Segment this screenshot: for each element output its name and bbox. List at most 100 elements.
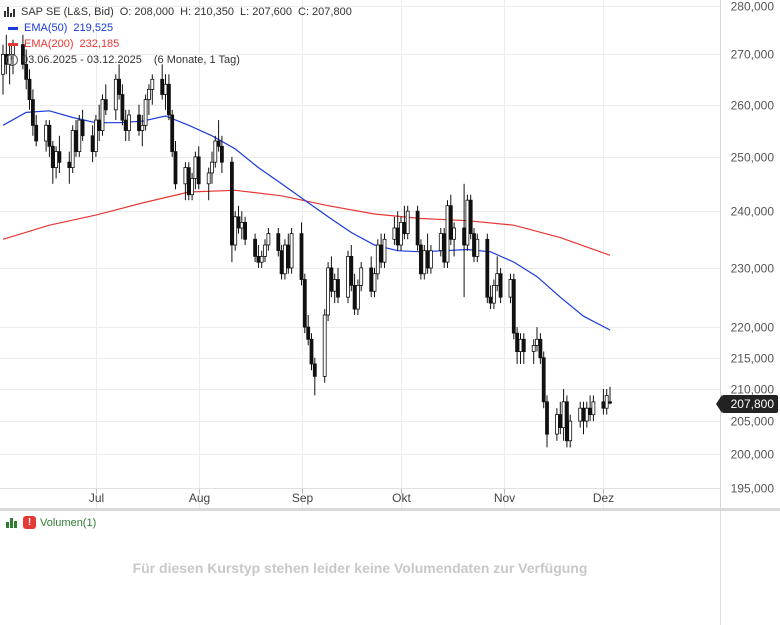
candle[interactable] <box>475 233 480 263</box>
candle[interactable] <box>206 167 211 201</box>
candle[interactable] <box>77 115 82 157</box>
candle[interactable] <box>160 64 165 100</box>
candle[interactable] <box>438 228 443 257</box>
candle[interactable] <box>299 222 304 286</box>
legend-ema200-row[interactable]: EMA(200) 232,185 <box>4 36 352 52</box>
candle[interactable] <box>495 256 500 292</box>
candle[interactable] <box>74 120 78 157</box>
candle[interactable] <box>608 386 612 405</box>
candle[interactable] <box>190 173 195 201</box>
candle[interactable] <box>422 245 427 280</box>
candle[interactable] <box>47 120 52 157</box>
candle[interactable] <box>531 339 536 364</box>
candle[interactable] <box>239 211 244 240</box>
candle[interactable] <box>229 156 234 263</box>
candle[interactable] <box>30 89 35 136</box>
candle[interactable] <box>382 233 387 268</box>
candle[interactable] <box>468 194 473 240</box>
candle[interactable] <box>282 239 287 280</box>
candle[interactable] <box>263 239 267 263</box>
candle[interactable] <box>405 205 410 240</box>
candle[interactable] <box>349 245 354 292</box>
candle[interactable] <box>276 228 281 257</box>
candle[interactable] <box>581 401 586 435</box>
candle[interactable] <box>508 273 513 304</box>
candle[interactable] <box>259 250 264 268</box>
candle[interactable] <box>193 151 198 190</box>
candle[interactable] <box>120 84 125 126</box>
candle[interactable] <box>359 262 364 292</box>
candle[interactable] <box>183 162 188 201</box>
candle[interactable] <box>279 245 284 280</box>
candle[interactable] <box>428 245 433 274</box>
candle[interactable] <box>472 228 476 263</box>
candle[interactable] <box>123 109 128 141</box>
candle[interactable] <box>561 389 566 441</box>
candle[interactable] <box>24 49 29 90</box>
candle[interactable] <box>243 216 248 245</box>
candle[interactable] <box>236 205 241 234</box>
candle[interactable] <box>369 256 374 298</box>
candle[interactable] <box>127 109 131 141</box>
candle[interactable] <box>462 183 467 298</box>
candle[interactable] <box>302 273 307 334</box>
candle[interactable] <box>100 94 105 136</box>
candle[interactable] <box>186 162 191 201</box>
candle[interactable] <box>601 389 606 415</box>
candle[interactable] <box>44 120 48 152</box>
candle[interactable] <box>372 267 377 298</box>
candle[interactable] <box>355 279 360 316</box>
candle[interactable] <box>498 267 503 304</box>
candle[interactable] <box>70 125 75 173</box>
candle[interactable] <box>309 333 314 371</box>
candle[interactable] <box>418 239 423 280</box>
candle[interactable] <box>415 205 420 251</box>
candle[interactable] <box>352 273 357 315</box>
candle[interactable] <box>143 94 148 131</box>
candle[interactable] <box>117 64 121 100</box>
clock-icon[interactable] <box>6 54 18 66</box>
candle[interactable] <box>346 250 350 304</box>
candle[interactable] <box>266 228 271 251</box>
candle[interactable] <box>219 135 224 173</box>
candle[interactable] <box>213 135 218 168</box>
candle[interactable] <box>97 104 102 141</box>
candle[interactable] <box>465 194 470 251</box>
candle[interactable] <box>140 115 145 147</box>
candle[interactable] <box>173 141 178 190</box>
candle[interactable] <box>568 414 573 448</box>
candle[interactable] <box>402 205 407 240</box>
candle[interactable] <box>521 333 526 364</box>
candle[interactable] <box>541 351 546 409</box>
candle[interactable] <box>535 327 539 352</box>
candle[interactable] <box>326 262 331 322</box>
candle[interactable] <box>256 245 261 268</box>
legend-ema50-row[interactable]: EMA(50) 219,525 <box>4 20 352 36</box>
candle[interactable] <box>488 285 493 310</box>
candle[interactable] <box>170 109 175 157</box>
candle[interactable] <box>50 141 55 184</box>
candlestick-icon[interactable] <box>4 7 16 17</box>
candle[interactable] <box>57 135 62 173</box>
candle[interactable] <box>604 389 609 415</box>
candle[interactable] <box>565 395 569 448</box>
candle[interactable] <box>375 239 380 280</box>
candle[interactable] <box>80 109 85 141</box>
candle[interactable] <box>54 146 58 179</box>
candle[interactable] <box>67 151 72 184</box>
candle[interactable] <box>332 273 337 304</box>
candle[interactable] <box>452 222 457 257</box>
candle[interactable] <box>538 333 543 364</box>
panel-divider[interactable] <box>0 508 780 511</box>
candle[interactable] <box>113 74 118 121</box>
candle[interactable] <box>336 267 340 304</box>
candle[interactable] <box>392 216 397 245</box>
candle[interactable] <box>545 395 549 448</box>
warning-icon[interactable]: ! <box>23 516 36 529</box>
candle[interactable] <box>34 115 39 147</box>
candle[interactable] <box>584 401 589 428</box>
candle[interactable] <box>94 115 98 157</box>
candle[interactable] <box>27 69 32 110</box>
candle[interactable] <box>445 200 450 268</box>
candle[interactable] <box>216 120 221 152</box>
